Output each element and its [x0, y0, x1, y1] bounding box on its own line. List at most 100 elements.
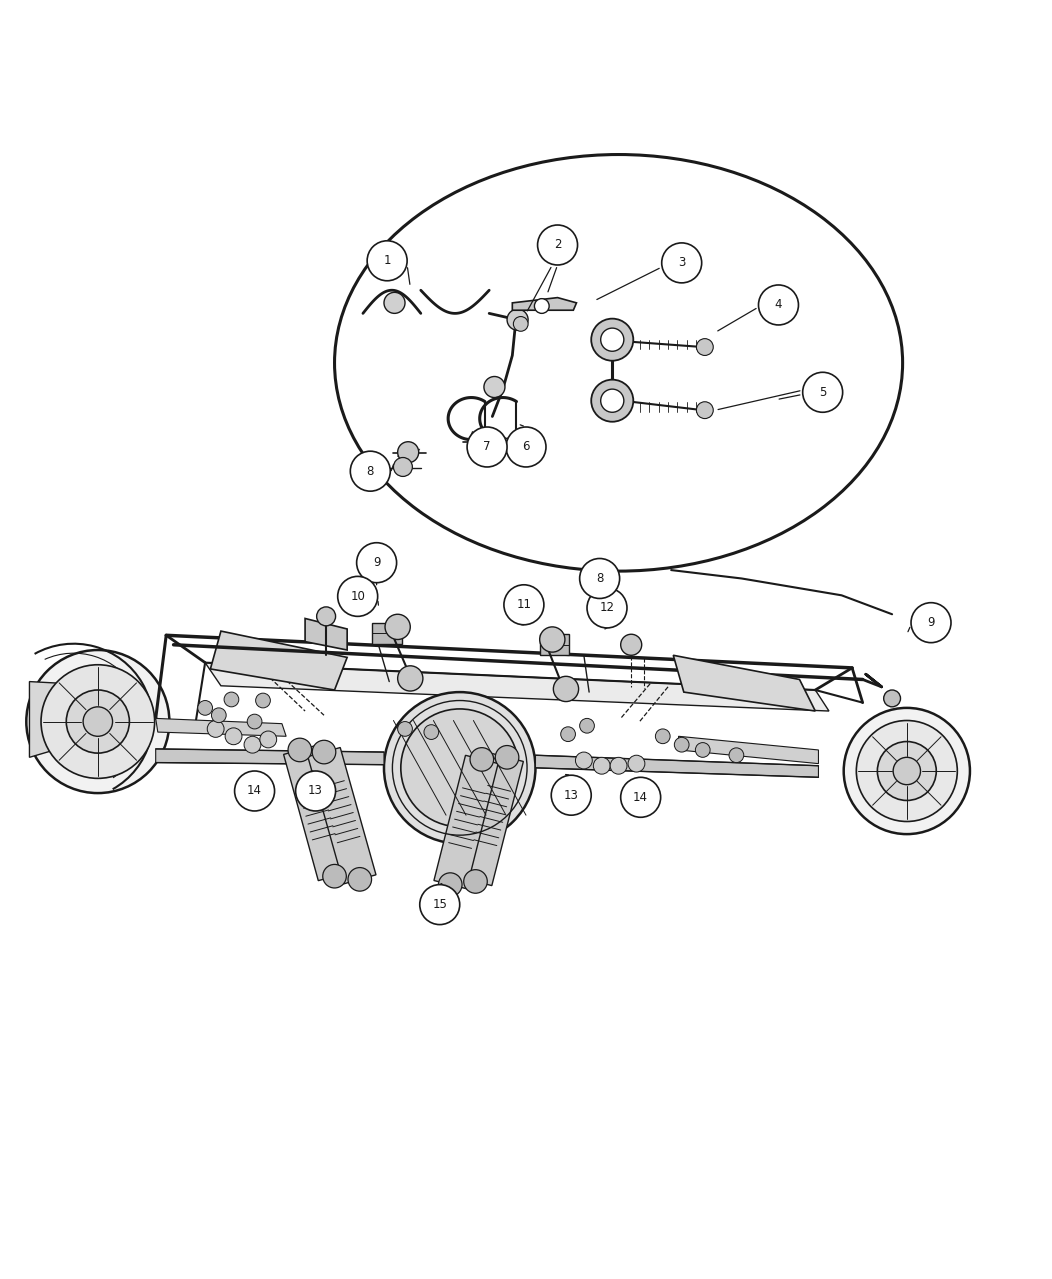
Circle shape [844, 707, 970, 834]
Circle shape [207, 720, 224, 737]
Circle shape [288, 738, 311, 762]
Circle shape [83, 707, 113, 737]
Text: 7: 7 [483, 440, 491, 454]
Circle shape [393, 458, 412, 477]
Circle shape [41, 665, 155, 779]
Polygon shape [305, 619, 347, 650]
Circle shape [211, 707, 226, 723]
Circle shape [803, 372, 843, 412]
Circle shape [696, 402, 713, 418]
Circle shape [401, 709, 519, 826]
Polygon shape [156, 719, 286, 737]
Circle shape [538, 225, 578, 265]
Circle shape [655, 729, 670, 743]
Circle shape [439, 872, 462, 897]
Circle shape [621, 634, 642, 655]
Circle shape [628, 755, 645, 773]
Circle shape [312, 741, 336, 764]
Circle shape [587, 588, 627, 628]
FancyBboxPatch shape [372, 623, 402, 643]
Text: 10: 10 [350, 590, 365, 602]
Circle shape [580, 719, 594, 733]
Circle shape [877, 742, 936, 801]
Polygon shape [459, 753, 524, 885]
Circle shape [591, 318, 633, 361]
Circle shape [911, 602, 951, 642]
Circle shape [256, 693, 270, 707]
Polygon shape [284, 746, 350, 881]
Circle shape [323, 865, 346, 888]
Polygon shape [308, 747, 376, 884]
Circle shape [66, 689, 129, 753]
Circle shape [884, 689, 901, 707]
Circle shape [893, 757, 920, 785]
Circle shape [464, 870, 487, 893]
Circle shape [357, 542, 397, 583]
Polygon shape [156, 749, 384, 765]
Text: 12: 12 [600, 601, 614, 614]
Circle shape [856, 720, 957, 821]
Circle shape [424, 725, 439, 739]
Circle shape [350, 451, 390, 491]
Circle shape [575, 752, 592, 769]
Circle shape [384, 692, 535, 844]
Circle shape [384, 293, 405, 313]
Circle shape [494, 437, 511, 454]
Circle shape [758, 285, 798, 325]
Circle shape [696, 339, 713, 356]
Circle shape [338, 577, 378, 616]
Text: 4: 4 [774, 298, 783, 312]
Text: 11: 11 [517, 599, 531, 611]
Polygon shape [433, 756, 499, 889]
Text: 9: 9 [372, 556, 381, 569]
Circle shape [398, 721, 412, 737]
Polygon shape [679, 737, 818, 764]
Circle shape [26, 650, 169, 793]
Text: 9: 9 [927, 616, 935, 629]
Text: 6: 6 [522, 440, 530, 454]
Circle shape [551, 775, 591, 815]
Polygon shape [205, 663, 829, 711]
Circle shape [348, 867, 371, 891]
Text: 8: 8 [595, 572, 604, 585]
Circle shape [198, 701, 213, 715]
Text: 2: 2 [553, 238, 562, 252]
Circle shape [235, 771, 275, 811]
Circle shape [367, 240, 407, 281]
Circle shape [225, 728, 242, 744]
Circle shape [674, 737, 689, 752]
Text: 14: 14 [633, 790, 648, 803]
Circle shape [224, 692, 239, 707]
Circle shape [593, 757, 610, 774]
Text: 13: 13 [564, 789, 579, 802]
Circle shape [507, 310, 528, 330]
Circle shape [540, 627, 565, 652]
Circle shape [504, 585, 544, 624]
Circle shape [260, 732, 277, 748]
Circle shape [553, 677, 579, 702]
Circle shape [398, 666, 423, 691]
Ellipse shape [335, 155, 903, 572]
Circle shape [513, 316, 528, 331]
Text: 8: 8 [366, 464, 375, 477]
Circle shape [467, 427, 507, 467]
Polygon shape [512, 298, 576, 311]
Circle shape [662, 243, 702, 283]
Circle shape [580, 559, 620, 599]
Circle shape [470, 748, 493, 771]
Circle shape [398, 441, 419, 463]
Circle shape [591, 380, 633, 422]
Circle shape [317, 608, 336, 625]
Text: 15: 15 [432, 898, 447, 911]
Circle shape [610, 757, 627, 774]
Polygon shape [535, 755, 818, 778]
Circle shape [601, 329, 624, 352]
Circle shape [420, 885, 460, 925]
Circle shape [484, 376, 505, 398]
Polygon shape [29, 682, 68, 757]
Circle shape [601, 389, 624, 412]
Text: 1: 1 [383, 255, 391, 267]
Circle shape [534, 299, 549, 313]
Polygon shape [673, 655, 815, 711]
Text: 5: 5 [818, 386, 827, 399]
